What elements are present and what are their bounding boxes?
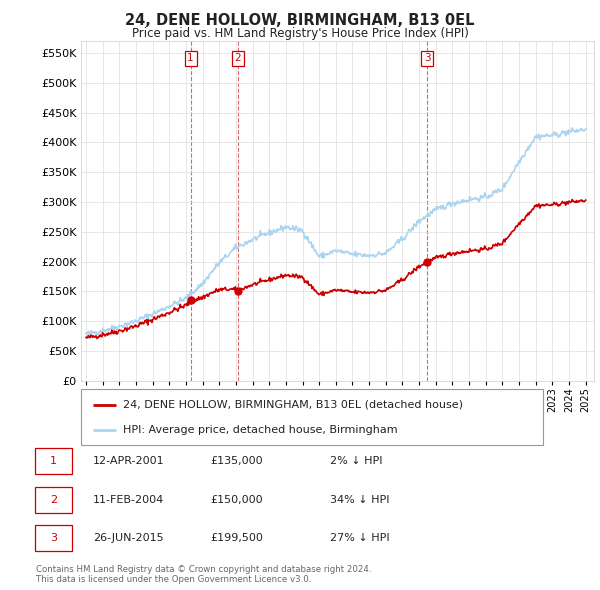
- Text: 24, DENE HOLLOW, BIRMINGHAM, B13 0EL: 24, DENE HOLLOW, BIRMINGHAM, B13 0EL: [125, 13, 475, 28]
- Text: 11-FEB-2004: 11-FEB-2004: [93, 495, 164, 504]
- Text: 26-JUN-2015: 26-JUN-2015: [93, 533, 164, 543]
- Text: £199,500: £199,500: [210, 533, 263, 543]
- Text: Price paid vs. HM Land Registry's House Price Index (HPI): Price paid vs. HM Land Registry's House …: [131, 27, 469, 40]
- Text: 12-APR-2001: 12-APR-2001: [93, 457, 164, 466]
- Text: 34% ↓ HPI: 34% ↓ HPI: [330, 495, 389, 504]
- Text: 1: 1: [187, 53, 194, 63]
- Text: 3: 3: [424, 53, 430, 63]
- Text: 2% ↓ HPI: 2% ↓ HPI: [330, 457, 383, 466]
- Text: 27% ↓ HPI: 27% ↓ HPI: [330, 533, 389, 543]
- Text: 24, DENE HOLLOW, BIRMINGHAM, B13 0EL (detached house): 24, DENE HOLLOW, BIRMINGHAM, B13 0EL (de…: [122, 399, 463, 409]
- Text: HPI: Average price, detached house, Birmingham: HPI: Average price, detached house, Birm…: [122, 425, 397, 435]
- Text: £150,000: £150,000: [210, 495, 263, 504]
- Text: 2: 2: [50, 495, 57, 504]
- Text: £135,000: £135,000: [210, 457, 263, 466]
- Text: 2: 2: [235, 53, 241, 63]
- Text: 3: 3: [50, 533, 57, 543]
- Text: 1: 1: [50, 457, 57, 466]
- Text: Contains HM Land Registry data © Crown copyright and database right 2024.
This d: Contains HM Land Registry data © Crown c…: [36, 565, 371, 584]
